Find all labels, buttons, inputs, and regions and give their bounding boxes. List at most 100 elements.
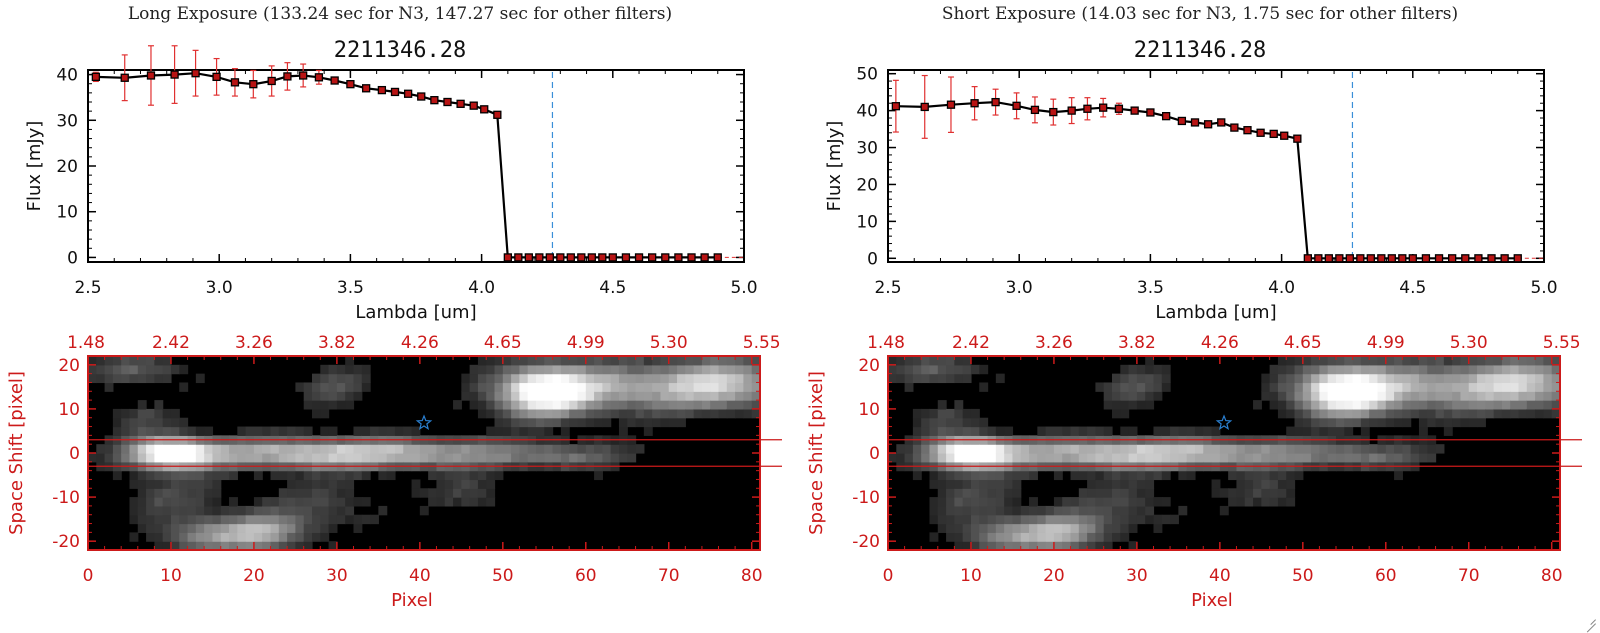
image-pixel (477, 453, 487, 463)
flux-point (713, 253, 722, 262)
image-pixel (1385, 382, 1395, 392)
image-pixel (386, 426, 396, 436)
flux-point (577, 253, 586, 262)
image-pixel (987, 541, 997, 551)
image-pixel (237, 541, 247, 551)
image-pixel (1311, 364, 1321, 375)
image-pixel (345, 382, 355, 392)
image-pixel (585, 373, 595, 384)
image-pixel (511, 400, 521, 410)
image-pixel (320, 382, 330, 392)
image-pixel (1136, 470, 1146, 481)
image-pixel (146, 373, 155, 384)
image-pixel (735, 356, 745, 366)
image-pixel (1153, 426, 1163, 436)
image-pixel (962, 356, 972, 366)
image-pixel (345, 488, 355, 498)
image-pixel (1253, 479, 1262, 489)
image-pixel (1012, 453, 1022, 463)
image-pixel (270, 426, 280, 436)
image-pixel (1427, 408, 1437, 419)
image-pixel (154, 426, 164, 436)
image-pixel (937, 488, 947, 498)
image-pixel (710, 373, 720, 384)
x-tick-label: 0 (883, 566, 894, 586)
image-pixel (1535, 364, 1545, 375)
image-pixel (735, 373, 745, 384)
image-pixel (929, 373, 939, 384)
image-pixel (1344, 364, 1354, 375)
image-pixel (320, 497, 330, 507)
flux-point (946, 100, 956, 109)
flux-point (621, 253, 631, 262)
image-pixel (921, 444, 931, 454)
image-pixel (411, 426, 421, 436)
image-pixel (204, 470, 214, 481)
image-pixel (660, 373, 670, 384)
image-pixel (204, 532, 214, 542)
flux-point (1012, 101, 1021, 110)
image-pixel (1161, 382, 1171, 392)
image-pixel (220, 541, 230, 551)
image-pixel (411, 453, 421, 463)
image-pixel (560, 408, 570, 419)
image-pixel (1311, 391, 1321, 401)
image-pixel (987, 426, 997, 436)
image-pixel (577, 400, 587, 410)
image-pixel (904, 382, 914, 392)
image-pixel (962, 497, 972, 507)
image-pixel (1510, 400, 1520, 410)
image-pixel (1120, 479, 1130, 489)
image-pixel (1078, 470, 1088, 481)
image-pixel (1402, 453, 1412, 463)
image-pixel (552, 417, 562, 428)
x-axis-label: Lambda [um] (355, 302, 476, 323)
image-pixel (411, 479, 421, 489)
image-pixel (1228, 444, 1238, 454)
image-pixel (486, 382, 496, 392)
image-pixel (1344, 391, 1354, 401)
image-pixel (129, 532, 139, 542)
image-pixel (1170, 453, 1179, 463)
image-pixel (1352, 417, 1362, 428)
image-pixel (129, 479, 139, 489)
image-pixel (1510, 408, 1520, 419)
image-pixel (1294, 382, 1304, 392)
image-pixel (1253, 470, 1262, 481)
image-pixel (1145, 373, 1155, 384)
image-pixel (104, 444, 114, 454)
flux-point (314, 73, 324, 82)
image-pixel (1120, 497, 1130, 507)
image-pixel (1344, 453, 1354, 463)
image-pixel (195, 541, 205, 551)
image-pixel (502, 364, 512, 375)
image-pixel (652, 373, 662, 384)
image-pixel (701, 364, 711, 375)
image-pixel (1070, 541, 1080, 551)
image-pixel (652, 400, 662, 410)
image-pixel (1319, 426, 1329, 436)
image-pixel (743, 356, 753, 366)
image-pixel (1460, 373, 1470, 384)
image-pixel (336, 514, 346, 525)
image-pixel (104, 373, 114, 384)
image-pixel (1161, 426, 1171, 436)
image-pixel (1302, 382, 1312, 392)
image-pixel (560, 426, 570, 436)
x-tick-label: 3.0 (206, 278, 233, 298)
image-pixel (585, 356, 595, 366)
image-pixel (1468, 417, 1478, 428)
image-pixel (237, 523, 247, 533)
image-pixel (946, 408, 955, 419)
image-pixel (627, 356, 637, 366)
image-pixel (461, 391, 471, 401)
image-pixel (486, 400, 496, 410)
image-pixel (668, 364, 678, 375)
image-pixel (1460, 364, 1470, 375)
image-pixel (237, 532, 247, 542)
plot-frame (887, 69, 1545, 263)
image-pixel (303, 541, 313, 551)
window-resize-grip[interactable] (1584, 612, 1596, 624)
image-pixel (962, 408, 972, 419)
image-pixel (195, 497, 205, 507)
